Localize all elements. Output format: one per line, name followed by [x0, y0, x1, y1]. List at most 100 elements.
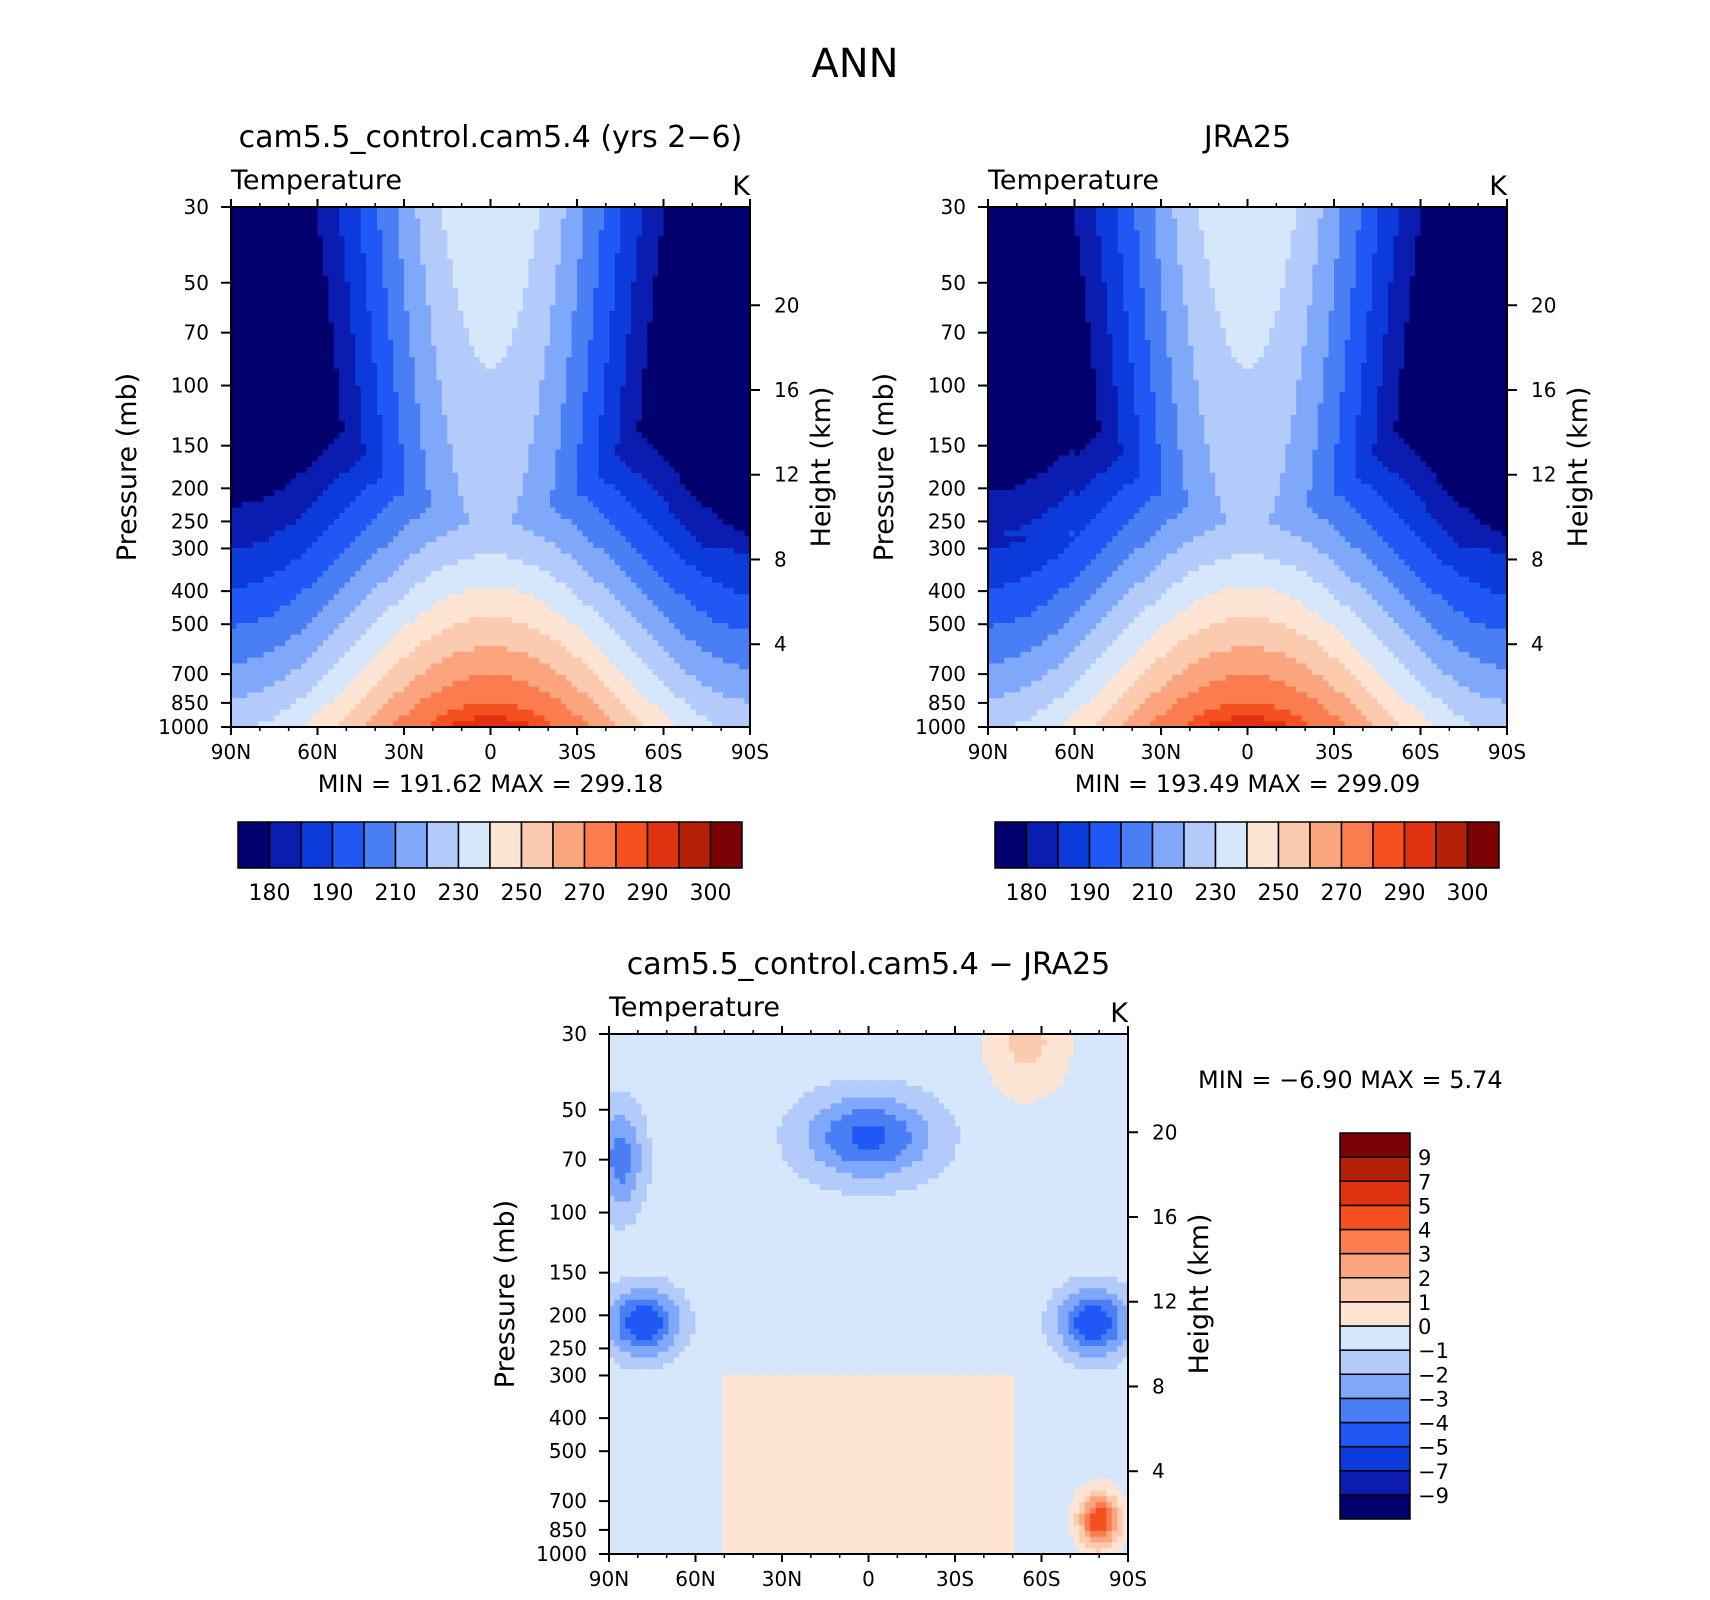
field-cell: [577, 276, 584, 283]
field-cell: [231, 438, 238, 445]
field-cell: [241, 270, 248, 277]
field-cell: [258, 478, 265, 485]
field-cell: [317, 357, 324, 364]
field-cell: [549, 403, 556, 410]
field-cell: [247, 259, 254, 266]
field-cell: [641, 207, 648, 214]
field-cell: [555, 495, 562, 503]
field-cell: [328, 409, 335, 416]
field-cell: [490, 259, 497, 266]
field-cell: [479, 230, 486, 237]
field-cell: [739, 449, 746, 457]
field-cell: [420, 472, 427, 480]
field-cell: [533, 299, 540, 306]
field-cell: [593, 334, 600, 341]
field-cell: [679, 432, 686, 439]
field-cell: [431, 495, 438, 503]
field-cell: [285, 299, 292, 306]
field-cell: [593, 415, 600, 422]
field-cell: [420, 259, 427, 266]
field-cell: [582, 207, 589, 214]
field-cell: [668, 490, 675, 497]
field-cell: [447, 363, 454, 370]
field-cell: [236, 403, 243, 410]
field-cell: [252, 443, 259, 451]
field-cell: [717, 449, 724, 457]
field-cell: [733, 420, 740, 428]
field-cell: [452, 368, 459, 376]
field-cell: [468, 235, 475, 243]
field-cell: [582, 472, 589, 480]
field-cell: [409, 224, 416, 231]
field-cell: [393, 420, 400, 428]
field-cell: [376, 212, 383, 220]
field-cell: [587, 259, 594, 266]
field-cell: [549, 501, 556, 509]
field-cell: [512, 490, 519, 497]
field-cell: [231, 253, 238, 260]
field-cell: [447, 484, 454, 491]
field-cell: [263, 311, 270, 318]
field-cell: [712, 449, 719, 457]
field-cell: [652, 501, 659, 509]
field-cell: [679, 316, 686, 324]
field-cell: [663, 299, 670, 306]
field-cell: [609, 490, 616, 497]
field-cell: [636, 363, 643, 370]
field-cell: [317, 316, 324, 324]
field-cell: [495, 467, 502, 474]
field-cell: [706, 478, 713, 485]
field-cell: [506, 241, 513, 249]
field-cell: [490, 467, 497, 474]
field-cell: [593, 495, 600, 503]
field-cell: [247, 311, 254, 318]
field-cell: [593, 345, 600, 353]
field-cell: [512, 467, 519, 474]
field-cell: [263, 282, 270, 289]
field-cell: [739, 241, 746, 249]
field-cell: [366, 438, 373, 445]
field-cell: [425, 415, 432, 422]
field-cell: [398, 212, 405, 220]
field-cell: [744, 270, 751, 277]
field-cell: [544, 386, 551, 393]
field-cell: [690, 484, 697, 491]
field-cell: [722, 403, 729, 410]
field-cell: [744, 311, 751, 318]
field-cell: [339, 397, 346, 405]
field-cell: [733, 253, 740, 260]
field-cell: [485, 467, 492, 474]
field-cell: [555, 247, 562, 254]
field-cell: [690, 270, 697, 277]
field-cell: [587, 461, 594, 468]
field-cell: [614, 230, 621, 237]
field-cell: [641, 322, 648, 329]
field-cell: [625, 264, 632, 272]
field-cell: [582, 357, 589, 364]
field-cell: [620, 345, 627, 353]
field-cell: [414, 282, 421, 289]
field-cell: [468, 230, 475, 237]
field-cell: [522, 351, 529, 358]
field-cell: [317, 299, 324, 306]
field-cell: [317, 224, 324, 231]
field-cell: [582, 311, 589, 318]
field-cell: [414, 426, 421, 433]
field-cell: [312, 409, 319, 416]
field-cell: [722, 449, 729, 457]
field-cell: [658, 328, 665, 335]
field-cell: [393, 368, 400, 376]
field-cell: [409, 287, 416, 295]
field-cell: [279, 259, 286, 266]
field-cell: [495, 490, 502, 497]
field-cell: [366, 478, 373, 485]
field-cell: [571, 397, 578, 405]
field-cell: [247, 495, 254, 503]
field-cell: [301, 472, 308, 480]
field-cell: [393, 386, 400, 393]
field-cell: [490, 403, 497, 410]
field-cell: [322, 276, 329, 283]
field-cell: [712, 339, 719, 347]
field-cell: [560, 299, 567, 306]
field-cell: [722, 259, 729, 266]
